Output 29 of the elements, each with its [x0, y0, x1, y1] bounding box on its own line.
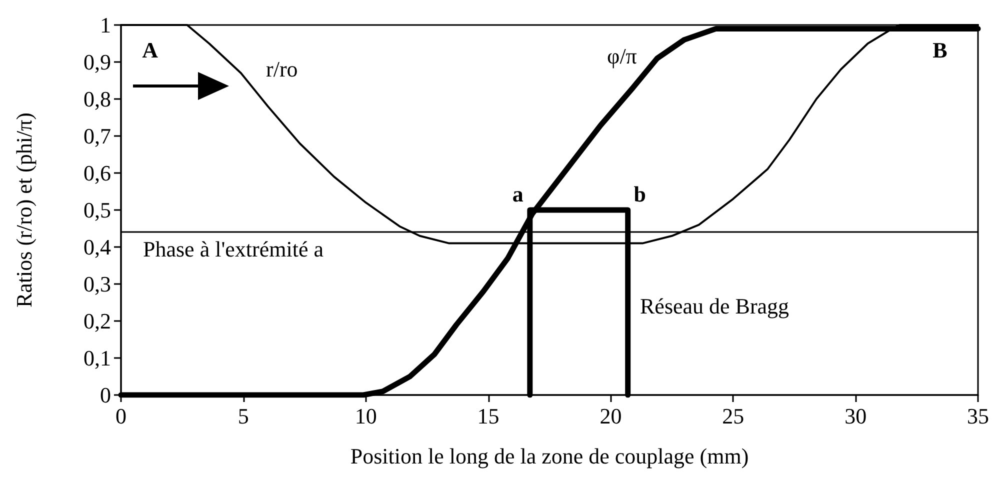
annotation: B [932, 38, 948, 62]
x-axis-title: Position le long de la zone de couplage (mm) [350, 444, 749, 468]
series-label: r/ro [266, 56, 298, 82]
y-tick-label: 0,9 [84, 50, 111, 74]
y-tick-label: 0,1 [84, 346, 111, 370]
y-tick-label: 0,6 [84, 160, 111, 186]
annotation: a [512, 182, 524, 206]
y-tick-label: 0 [100, 382, 111, 408]
y-tick-label: 1 [100, 12, 111, 38]
x-tick-label: 35 [967, 404, 989, 428]
y-tick-label: 0,4 [84, 234, 111, 260]
x-tick-label: 5 [238, 404, 249, 428]
y-tick-label: 0,2 [84, 308, 111, 334]
annotation: A [142, 38, 158, 62]
x-tick-label: 10 [354, 404, 377, 428]
x-tick-label: 0 [116, 404, 126, 428]
annotation: b [634, 182, 646, 206]
y-axis-title: Ratios (r/ro) et (phi/π) [12, 112, 36, 308]
x-tick-label: 25 [722, 404, 744, 428]
x-tick-label: 30 [844, 404, 867, 428]
ref-line-label: Phase à l'extrémité a [143, 236, 324, 262]
y-tick-label: 0,3 [84, 272, 111, 296]
series-label: φ/π [607, 44, 637, 68]
y-tick-label: 0,5 [84, 198, 111, 222]
y-tick-label: 0,7 [84, 124, 111, 148]
y-tick-label: 0,8 [84, 86, 111, 112]
x-tick-label: 20 [600, 404, 622, 428]
x-tick-label: 15 [477, 404, 500, 428]
series-label: Réseau de Bragg [640, 294, 790, 318]
